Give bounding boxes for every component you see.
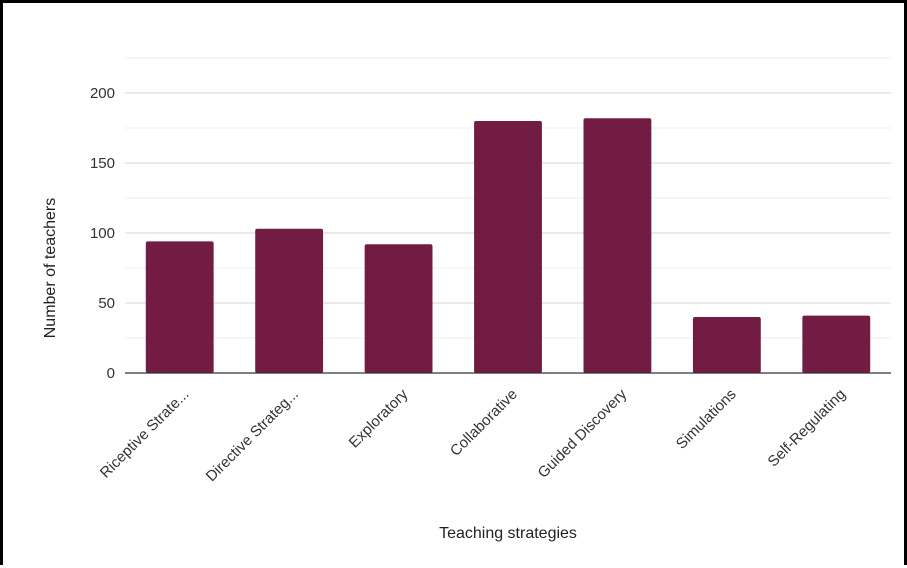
y-tick-label: 50 — [98, 295, 115, 312]
x-axis-ticks: Riceptive Strate... Directive Strateg... E… — [97, 385, 849, 485]
x-axis-label: Teaching strategies — [439, 525, 577, 542]
x-tick-label: Exploratory — [346, 385, 412, 451]
y-axis-ticks: 0 50 100 150 200 — [90, 85, 115, 382]
bar — [583, 118, 652, 373]
bars — [145, 118, 871, 373]
bar — [255, 228, 324, 373]
y-tick-label: 200 — [90, 85, 115, 102]
x-tick-label: Guided Discovery — [535, 385, 631, 481]
bar — [474, 121, 542, 373]
x-tick-label: Collaborative — [447, 386, 521, 460]
x-tick-label: Simulations — [673, 386, 740, 453]
x-tick-label: Self-Regulating — [765, 386, 850, 471]
y-axis-label: Number of teachers — [42, 198, 59, 339]
bar — [145, 241, 214, 373]
y-tick-label: 100 — [90, 225, 115, 242]
x-tick-label: Directive Strateg... — [203, 386, 302, 485]
x-tick-label: Riceptive Strate... — [97, 386, 193, 482]
bar — [364, 244, 433, 373]
bar-chart: 0 50 100 150 200 Riceptive Strate... Directiv… — [42, 57, 891, 542]
bar — [692, 317, 761, 373]
y-tick-label: 150 — [90, 155, 115, 172]
bar — [802, 315, 871, 373]
y-tick-label: 0 — [107, 365, 115, 382]
